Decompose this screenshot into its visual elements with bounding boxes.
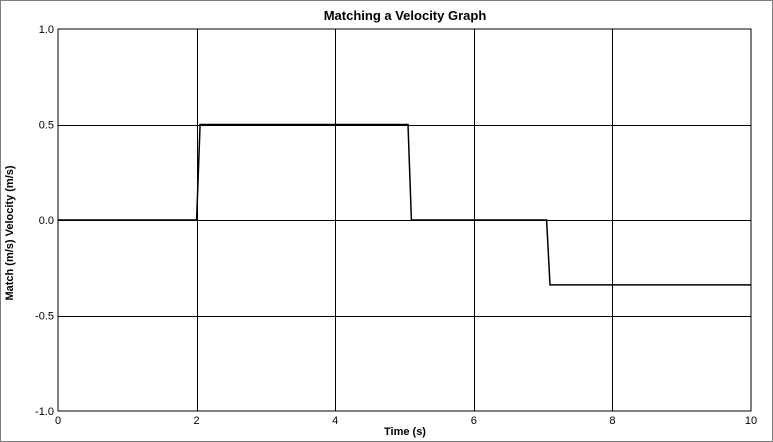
chart-title: Matching a Velocity Graph — [324, 8, 487, 23]
data-point — [199, 123, 201, 126]
y-tick-label: 0.5 — [39, 120, 54, 132]
x-tick-label: 0 — [55, 415, 61, 427]
y-axis-label: Match (m/s) Velocity (m/s) — [4, 165, 16, 300]
data-point — [407, 123, 409, 126]
tick-labels: 0 2 4 6 8 10 1.0 0.5 0.0 -0.5 -1.0 — [35, 24, 757, 427]
grid-lines — [58, 29, 751, 411]
x-tick-label: 6 — [471, 415, 477, 427]
x-tick-label: 8 — [609, 415, 615, 427]
x-axis-label: Time (s) — [384, 426, 426, 438]
data-point — [545, 219, 548, 221]
velocity-line — [58, 123, 751, 286]
y-tick-label: -0.5 — [35, 311, 54, 323]
x-tick-label: 10 — [745, 415, 757, 427]
data-point — [196, 219, 198, 221]
x-tick-label: 2 — [194, 415, 200, 427]
y-tick-label: -1.0 — [35, 406, 54, 418]
y-tick-label: 0.0 — [39, 215, 54, 227]
data-point — [549, 284, 551, 286]
data-point — [57, 219, 59, 221]
x-tick-label: 4 — [332, 415, 338, 427]
data-point — [410, 219, 413, 221]
data-point — [750, 284, 752, 286]
y-tick-label: 1.0 — [39, 24, 54, 36]
data-series — [57, 123, 752, 286]
